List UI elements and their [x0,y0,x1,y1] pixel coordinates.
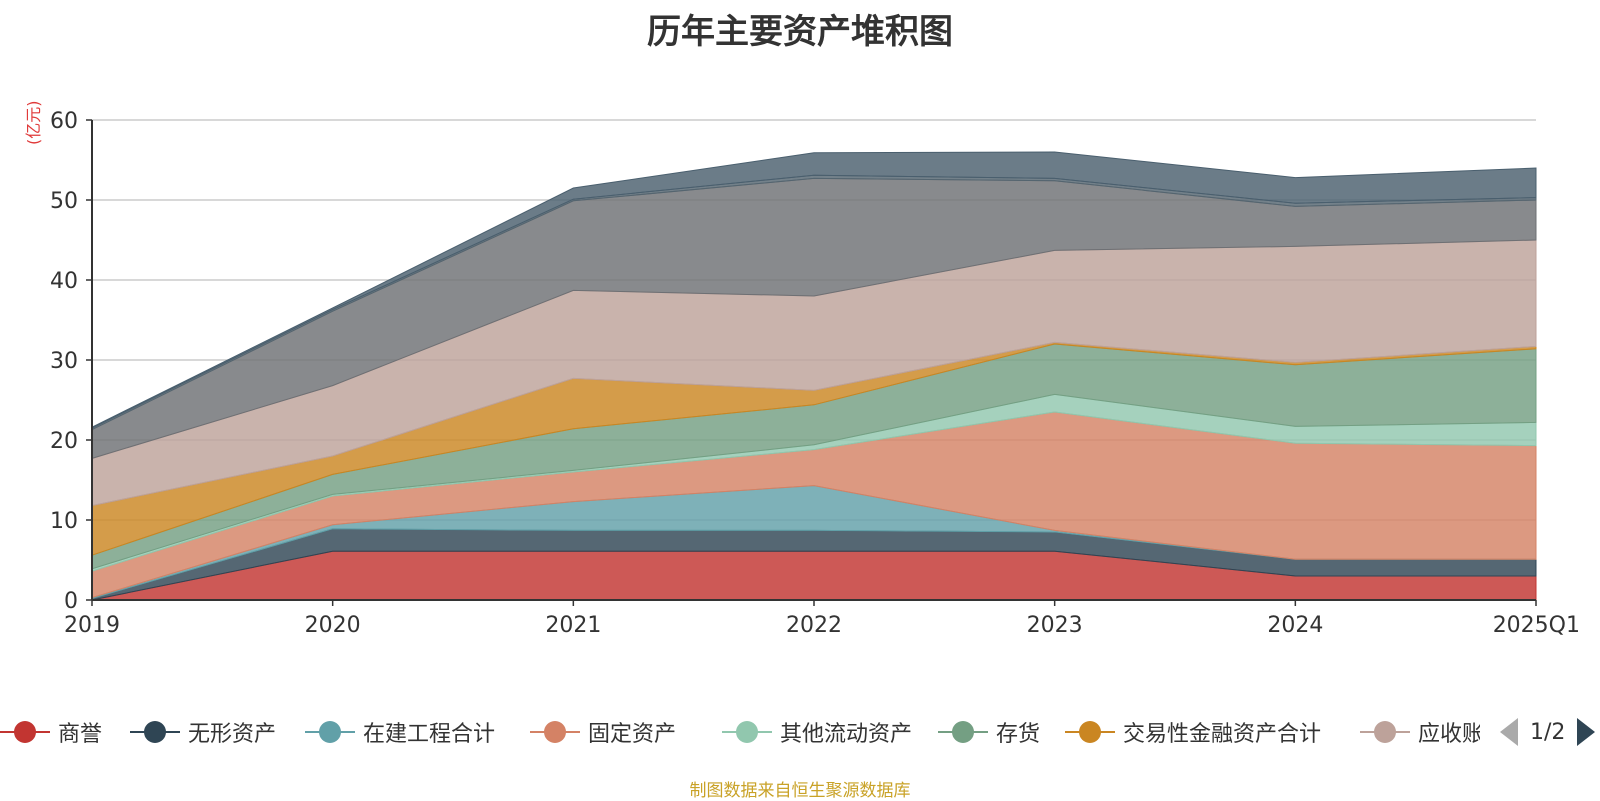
axes [86,119,1537,606]
legend-item[interactable]: 应收账款 [1360,712,1480,752]
legend-item[interactable]: 交易性金融资产合计 [1065,712,1321,752]
legend-label: 商誉 [58,722,103,747]
circle-marker-icon [938,717,988,747]
legend-pager: 1/2 [1500,712,1596,752]
area-series [91,151,1537,601]
circle-marker-icon [722,717,772,747]
circle-marker-icon [305,717,355,747]
legend-label: 交易性金融资产合计 [1123,722,1322,747]
legend-item[interactable]: 其他流动资产 [722,712,912,752]
x-tick-label: 2023 [1027,613,1083,638]
y-tick-label: 40 [50,269,78,294]
circle-marker-icon [0,717,50,747]
x-tick-label: 2020 [305,613,361,638]
circle-marker-icon [1360,717,1410,747]
page-indicator: 1/2 [1530,719,1566,745]
circle-marker-icon [530,717,580,747]
x-tick-label: 2025Q1 [1493,613,1580,638]
page-prev-icon[interactable] [1500,718,1518,746]
y-tick-label: 10 [50,509,78,534]
x-tick-label: 2024 [1267,613,1323,638]
circle-marker-icon [130,717,180,747]
legend-item[interactable]: 存货 [938,712,1040,752]
legend-item[interactable]: 固定资产 [530,712,676,752]
legend: 商誉 无形资产 在建工程合计 固定资产 其他流动资产 存货 交易性金融资产合计 应收账款 [0,712,1600,752]
legend-label: 应收账款 [1418,722,1480,747]
legend-item[interactable]: 商誉 [0,712,102,752]
area-series-10[interactable] [91,151,1537,429]
y-tick-label: 0 [64,589,78,614]
legend-label: 固定资产 [588,722,677,747]
y-tick-label: 60 [50,109,78,134]
page-next-icon[interactable] [1577,718,1596,746]
legend-label: 无形资产 [188,722,277,747]
legend-label: 其他流动资产 [780,722,913,747]
x-tick-label: 2022 [786,613,842,638]
legend-item[interactable]: 在建工程合计 [305,712,495,752]
legend-items: 商誉 无形资产 在建工程合计 固定资产 其他流动资产 存货 交易性金融资产合计 应收账款 [0,712,1480,752]
legend-item[interactable]: 无形资产 [130,712,276,752]
chart-title: 历年主要资产堆积图 [647,12,953,52]
y-tick-label: 50 [50,189,78,214]
y-tick-label: 20 [50,429,78,454]
x-tick-label: 2021 [545,613,601,638]
legend-label: 存货 [996,722,1041,747]
stacked-area-chart: 0 10 20 30 40 50 60 2019 2020 2021 2022 2023 2024 202… [50,109,1580,638]
x-tick-label: 2019 [64,613,120,638]
tick-labels: 0 10 20 30 40 50 60 2019 2020 2021 2022 2023 2024 202… [50,109,1580,638]
y-tick-label: 30 [50,349,78,374]
legend-label: 在建工程合计 [363,722,496,747]
circle-marker-icon [1065,717,1115,747]
source-note: 制图数据来自恒生聚源数据库 [689,781,911,801]
